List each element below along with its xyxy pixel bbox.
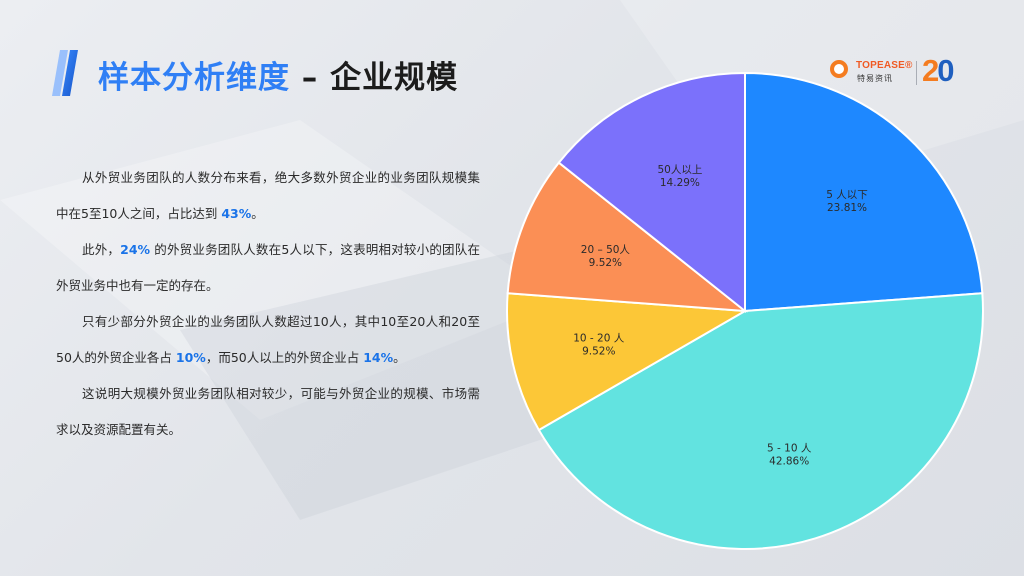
p3-text-c: 。 — [393, 350, 406, 365]
paragraph-2: 此外，24% 的外贸业务团队人数在5人以下，这表明相对较小的团队在外贸业务中也有… — [56, 232, 480, 304]
pie-slice-4 — [557, 71, 746, 314]
p2-highlight: 24% — [120, 242, 151, 257]
paragraph-4: 这说明大规模外贸业务团队相对较少，可能与外贸企业的规模、市场需求以及资源配置有关… — [56, 386, 480, 437]
pie-slice-value-0: 23.81% — [827, 202, 867, 214]
p1-text-b: 。 — [251, 206, 264, 221]
p3-highlight-b: 14% — [363, 350, 394, 365]
pie-slice-label-4: 50人以上 — [657, 164, 702, 176]
paragraph-3: 只有少部分外贸企业的业务团队人数超过10人，其中10至20人和20至50人的外贸… — [56, 304, 480, 376]
anniversary-digit-2: 2 — [922, 53, 939, 88]
p3-text-b: ，而50人以上的外贸企业占 — [205, 350, 364, 365]
title-accent-bar — [52, 50, 78, 96]
anniversary-badge: 20 — [922, 53, 955, 89]
pie-slice-label-2: 10 - 20 人 — [573, 332, 625, 344]
pie-slice-label-3: 20 – 50人 — [581, 244, 631, 256]
analysis-text: 从外贸业务团队的人数分布来看，绝大多数外贸企业的业务团队规模集中在5至10人之间… — [56, 160, 480, 448]
logo-brand-en: TOPEASE® — [856, 60, 913, 71]
page-title: 样本分析维度 – 企业规模 — [98, 52, 458, 97]
p1-highlight: 43% — [221, 206, 252, 221]
logo-ring-icon — [830, 60, 848, 78]
paragraph-1: 从外贸业务团队的人数分布来看，绝大多数外贸企业的业务团队规模集中在5至10人之间… — [56, 160, 480, 232]
pie-slice-label-1: 5 - 10 人 — [767, 442, 812, 454]
p3-text-a: 只有少部分外贸企业的业务团队人数超过10人，其中10至20人和20至50人的外贸… — [56, 314, 480, 365]
pie-slice-value-2: 9.52% — [582, 345, 615, 357]
pie-slice-value-3: 9.52% — [589, 257, 622, 269]
pie-slice-2 — [506, 292, 749, 432]
pie-slice-3 — [506, 161, 749, 313]
logo-divider — [916, 61, 917, 85]
p1-text-a: 从外贸业务团队的人数分布来看，绝大多数外贸企业的业务团队规模集中在5至10人之间… — [56, 170, 480, 221]
brand-logo: TOPEASE® 特易资讯 20 — [826, 53, 976, 89]
team-size-pie-chart: 5 人以下 23.81% 5 - 10 人 42.86% 10 - 20 人 9.52% 2… — [500, 66, 990, 556]
p3-highlight-a: 10% — [175, 350, 206, 365]
pie-slice-1 — [537, 292, 984, 550]
pie-slice-value-4: 14.29% — [660, 177, 700, 189]
page-title-rest: – 企业规模 — [301, 60, 459, 96]
pie-slice-0 — [744, 71, 984, 313]
pie-slice-value-1: 42.86% — [769, 455, 809, 467]
pie-slice-label-0: 5 人以下 — [826, 189, 868, 201]
p2-text-a: 此外， — [82, 242, 121, 257]
logo-brand-cn: 特易资讯 — [857, 74, 893, 83]
anniversary-digit-0: 0 — [937, 53, 954, 88]
page-title-accent: 样本分析维度 — [98, 60, 290, 96]
p2-text-b: 的外贸业务团队人数在5人以下，这表明相对较小的团队在外贸业务中也有一定的存在。 — [56, 242, 480, 293]
